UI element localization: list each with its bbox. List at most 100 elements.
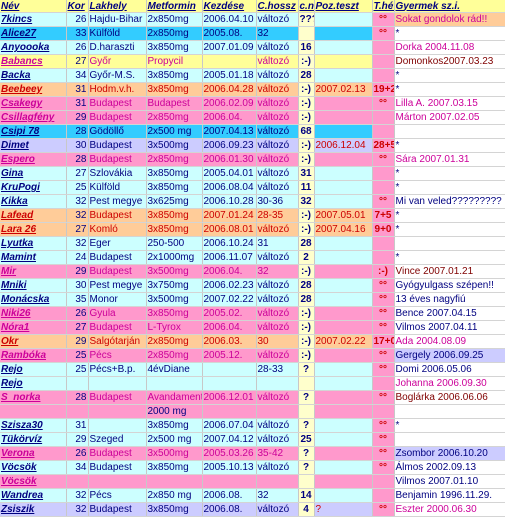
cell-gyermek: Mi van veled????????? (394, 194, 505, 209)
cell-nev[interactable]: Vöcsök (0, 460, 67, 475)
cell-nev[interactable]: Mir (0, 264, 67, 279)
cell-nev[interactable]: Babancs (0, 54, 67, 69)
cell-metformin: 4évDiane (146, 362, 203, 377)
col-kezdese-header[interactable]: Kezdése (202, 0, 257, 13)
cell-cn: 68 (298, 124, 315, 139)
cell-nev[interactable]: 7kincs (0, 12, 67, 27)
cell-nev[interactable]: Anyoooka (0, 40, 67, 55)
table-row: Lafead 32 Budapest 3x850mg 2007.01.24 28-35:-… (0, 208, 505, 223)
cell-kezdese: 2005.08. (202, 26, 257, 41)
table-row: Mir 29 Budapest 3x500mg 2006.04. 32:-):-) Vinc… (0, 264, 505, 279)
cell-lakhely: Külföld (88, 26, 147, 41)
col-metformin-header[interactable]: Metformin (146, 0, 203, 13)
cell-theti: 28+5 (372, 138, 395, 153)
cell-kor: 27 (66, 222, 89, 237)
cell-gyermek: Lilla A. 2007.03.15 (394, 96, 505, 111)
cell-nev[interactable]: Csipi 78 (0, 124, 67, 139)
cell-gyermek: * (394, 82, 505, 97)
cell-nev[interactable]: Espero (0, 152, 67, 167)
cell-theti: °° (372, 446, 395, 461)
cell-lakhely: Szlovákia (88, 166, 147, 181)
col-cn-header[interactable]: c.n (298, 0, 315, 13)
cell-cn: :-) (298, 96, 315, 111)
cell-nev[interactable]: Zsiszik (0, 502, 67, 517)
cell-nev[interactable]: Vöcsök (0, 474, 67, 489)
cell-metformin: 3x625mg (146, 194, 203, 209)
cell-nev[interactable]: Niki26 (0, 306, 67, 321)
table-row: KruPogi 25 Külföld 3x850mg 2006.08.04 változó… (0, 180, 505, 195)
cell-kezdese: 2006.11.07 (202, 250, 257, 265)
col-lakhely-header[interactable]: Lakhely (88, 0, 147, 13)
cell-nev[interactable]: Rejo (0, 376, 67, 391)
cell-lakhely (88, 474, 147, 489)
cell-nev[interactable]: Verona (0, 446, 67, 461)
cell-theti (372, 474, 395, 489)
cell-cn: 31 (298, 166, 315, 181)
cell-cn (298, 404, 315, 419)
cell-lakhely: Győr (88, 54, 147, 69)
cell-nev[interactable]: Mamint (0, 250, 67, 265)
col-theti-header[interactable]: T.hét (372, 0, 395, 13)
cell-gyermek: * (394, 180, 505, 195)
table-row: Lyutka 32 Eger 250-500 2006.10.24 31 28 (0, 236, 505, 251)
cell-nev[interactable]: Lafead (0, 208, 67, 223)
cell-chossz: változó (256, 250, 299, 265)
cell-nev[interactable]: Gina (0, 166, 67, 181)
cell-theti: °° (372, 306, 395, 321)
cell-chossz (256, 474, 299, 489)
col-nev-header[interactable]: Név (0, 0, 67, 13)
cell-nev[interactable]: Szisza30 (0, 418, 67, 433)
cell-gyermek: * (394, 26, 505, 41)
cell-pozteszt (314, 54, 373, 69)
cell-theti (372, 236, 395, 251)
table-row: Anyoooka 26 D.haraszti 3x850mg 2007.01.09 vál… (0, 40, 505, 55)
cell-theti: °° (372, 432, 395, 447)
cell-cn: 25 (298, 432, 315, 447)
cell-kor (66, 474, 89, 489)
cell-nev[interactable]: Dimet (0, 138, 67, 153)
cell-nev[interactable]: Lara 26 (0, 222, 67, 237)
cell-nev[interactable]: Nóra1 (0, 320, 67, 335)
cell-kor: 28 (66, 390, 89, 405)
table-row: Beebeey 31 Hodm.v.h. 3x850mg 2006.04.28 válto… (0, 82, 505, 97)
cell-metformin: 2x850mg (146, 152, 203, 167)
col-kor-header[interactable]: Kor (66, 0, 89, 13)
cell-nev[interactable]: Lyutka (0, 236, 67, 251)
cell-nev[interactable]: Rejo (0, 362, 67, 377)
cell-chossz: 28-33 (256, 362, 299, 377)
table-row: Backa 34 Győr-M.S. 3x850mg 2005.01.18 változó… (0, 68, 505, 83)
col-gyermek-header[interactable]: Gyermek sz.i. (394, 0, 505, 13)
cell-nev[interactable]: Wandrea (0, 488, 67, 503)
cell-nev[interactable]: Tükörvíz (0, 432, 67, 447)
cell-nev[interactable]: Alice27 (0, 26, 67, 41)
cell-chossz: változó (256, 292, 299, 307)
cell-nev[interactable]: Rambóka (0, 348, 67, 363)
cell-theti: °° (372, 390, 395, 405)
cell-nev[interactable]: S_norka (0, 390, 67, 405)
col-chossz-header[interactable]: C.hossz (256, 0, 299, 13)
cell-nev[interactable]: Okr (0, 334, 67, 349)
cell-cn: :-) (298, 110, 315, 125)
cell-nev[interactable] (0, 404, 67, 419)
cell-pozteszt (314, 460, 373, 475)
cell-nev[interactable]: Csillagfény (0, 110, 67, 125)
cell-lakhely (88, 376, 147, 391)
cell-chossz: változó (256, 180, 299, 195)
cell-metformin: 3x850mg (146, 68, 203, 83)
cell-kezdese: 2006.07.04 (202, 418, 257, 433)
cell-pozteszt (314, 152, 373, 167)
cell-metformin: 2000 mg (146, 404, 203, 419)
table-row: Alice27 33 Külföld 2x850mg 2005.08. 32 °° * (0, 26, 505, 41)
cell-nev[interactable]: Monácska (0, 292, 67, 307)
cell-nev[interactable]: Kikka (0, 194, 67, 209)
cell-nev[interactable]: KruPogi (0, 180, 67, 195)
cell-nev[interactable]: Csakegy (0, 96, 67, 111)
cell-theti: °° (372, 96, 395, 111)
cell-nev[interactable]: Backa (0, 68, 67, 83)
cell-cn: :-) (298, 54, 315, 69)
cell-chossz: változó (256, 320, 299, 335)
cell-nev[interactable]: Beebeey (0, 82, 67, 97)
cell-lakhely: Budapest (88, 320, 147, 335)
cell-nev[interactable]: Mniki (0, 278, 67, 293)
col-pozteszt-header[interactable]: Poz.teszt (314, 0, 373, 13)
